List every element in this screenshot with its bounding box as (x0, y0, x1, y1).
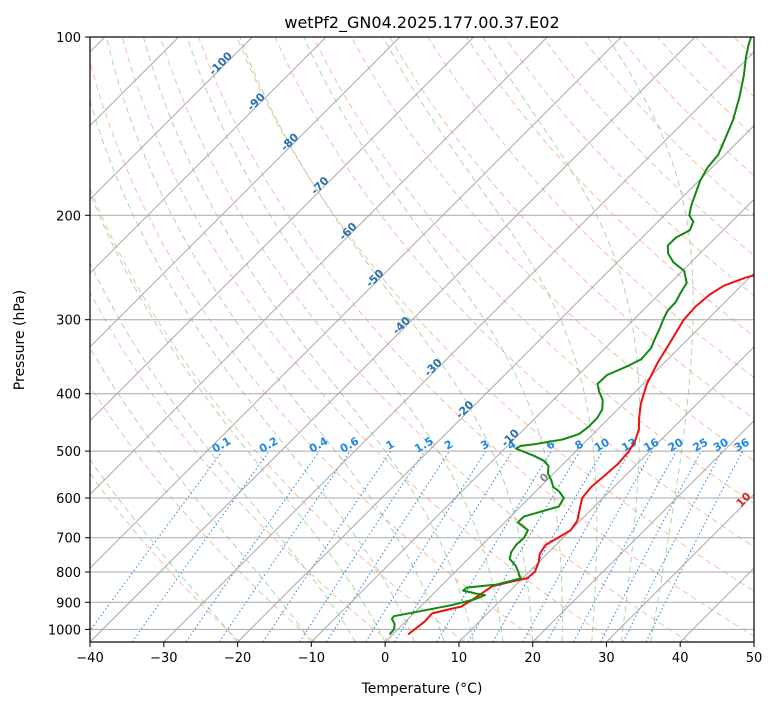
x-tick-label: 40 (672, 651, 689, 666)
y-tick-label: 600 (56, 492, 81, 507)
x-tick-label: 30 (598, 651, 615, 666)
x-axis-label: Temperature (°C) (361, 681, 483, 697)
chart-title: wetPf2_GN04.2025.177.00.37.E02 (284, 13, 559, 33)
x-tick-label: 50 (746, 651, 763, 666)
y-tick-label: 400 (56, 388, 81, 403)
y-tick-label: 700 (56, 532, 81, 547)
x-tick-label: 20 (524, 651, 541, 666)
x-tick-label: −30 (150, 651, 177, 666)
y-tick-label: 800 (56, 566, 81, 581)
y-tick-label: 500 (56, 445, 81, 460)
y-tick-label: 1000 (48, 623, 81, 638)
y-tick-label: 300 (56, 314, 81, 329)
y-tick-label: 100 (56, 31, 81, 46)
x-tick-label: −40 (76, 651, 103, 666)
x-tick-label: −10 (298, 651, 325, 666)
y-tick-label: 200 (56, 209, 81, 224)
x-tick-label: 0 (381, 651, 389, 666)
x-tick-label: 10 (451, 651, 468, 666)
x-tick-label: −20 (224, 651, 251, 666)
y-tick-label: 900 (56, 596, 81, 611)
y-axis-label: Pressure (hPa) (12, 290, 28, 390)
